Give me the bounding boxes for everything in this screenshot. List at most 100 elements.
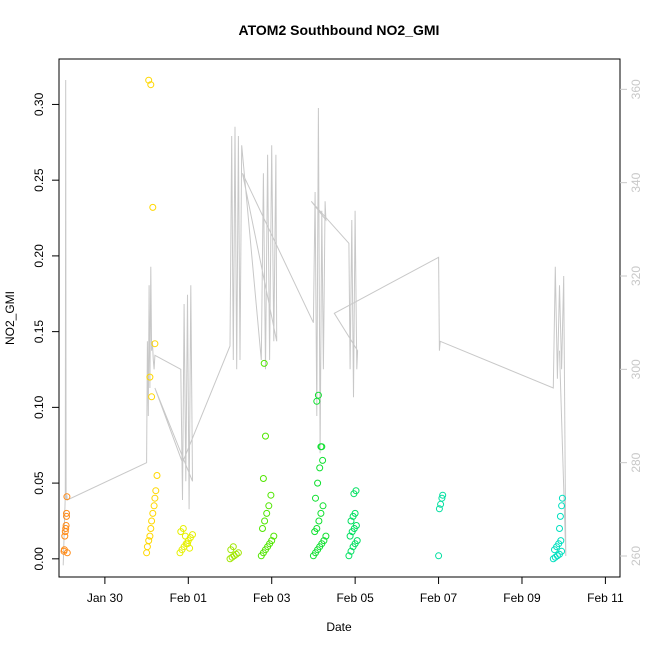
data-point: [265, 502, 273, 510]
data-point: [314, 479, 322, 487]
data-point: [553, 552, 561, 560]
data-point: [352, 522, 360, 529]
secondary-line: [62, 79, 567, 566]
data-point: [61, 532, 69, 540]
data-point: [320, 537, 328, 545]
data-points-group: [60, 76, 566, 563]
data-point: [147, 81, 155, 89]
data-point: [147, 525, 155, 532]
data-point: [232, 550, 240, 558]
plot-frame: [58, 58, 621, 578]
data-point: [313, 525, 321, 532]
x-tick-label: Feb 05: [336, 591, 374, 605]
data-point: [179, 525, 187, 532]
x-axis: Jan 30 Feb 01 Feb 03 Feb 05 Feb 07 Feb 09 Feb …: [87, 577, 624, 605]
data-point: [146, 532, 154, 540]
x-tick-label: Feb 03: [253, 591, 291, 605]
data-point: [263, 509, 271, 517]
y2-tick-label: 280: [629, 452, 643, 472]
data-point: [62, 525, 70, 532]
data-point: [316, 464, 324, 472]
secondary-line-group: [62, 79, 567, 566]
data-point: [143, 549, 151, 557]
y-tick-label: 0.05: [32, 471, 46, 495]
data-point: [181, 532, 189, 540]
y2-tick-label: 260: [629, 546, 643, 566]
data-point: [150, 502, 158, 510]
data-point: [556, 512, 564, 520]
data-point: [262, 432, 269, 440]
y-axis: 0.00 0.05 0.10 0.15 0.20 0.25 0.30: [32, 92, 59, 571]
data-point: [345, 552, 353, 560]
data-point: [145, 537, 153, 545]
data-point: [189, 531, 196, 539]
data-point: [352, 487, 360, 495]
data-point: [435, 505, 443, 513]
data-point: [314, 391, 322, 399]
data-point: [63, 512, 70, 520]
data-point: [351, 509, 359, 517]
data-point: [260, 359, 268, 367]
data-point: [435, 552, 443, 560]
data-point: [315, 517, 323, 525]
y-tick-label: 0.10: [32, 395, 46, 419]
data-point: [148, 517, 156, 525]
data-point: [143, 543, 151, 551]
data-point: [317, 509, 325, 517]
y-axis-label: NO2_GMI: [3, 291, 17, 345]
data-point: [145, 76, 153, 84]
x-tick-label: Feb 01: [170, 591, 208, 605]
data-point: [184, 540, 191, 548]
data-point: [558, 502, 566, 510]
x-axis-label: Date: [326, 620, 352, 634]
data-point: [353, 537, 361, 545]
data-point: [558, 547, 566, 555]
y-tick-label: 0.30: [32, 92, 46, 116]
data-point: [186, 544, 194, 552]
data-point: [146, 373, 154, 381]
data-point: [148, 393, 156, 401]
chart-title: ATOM2 Southbound NO2_GMI: [239, 22, 440, 38]
y2-tick-label: 340: [629, 172, 643, 192]
data-point: [557, 537, 565, 545]
data-point: [261, 517, 269, 525]
y-tick-label: 0.15: [32, 320, 46, 344]
data-point: [63, 549, 71, 557]
data-point: [319, 456, 327, 464]
data-point: [558, 494, 566, 502]
data-point: [151, 340, 159, 348]
y2-axis: 260 280 300 320 340 360: [620, 79, 643, 566]
data-point: [149, 203, 157, 211]
data-point: [63, 493, 71, 501]
y2-tick-label: 360: [629, 79, 643, 99]
data-point: [270, 532, 278, 540]
data-point: [439, 491, 447, 499]
data-point: [152, 487, 160, 495]
x-tick-label: Feb 11: [587, 591, 624, 605]
data-point: [62, 522, 70, 529]
data-point: [259, 475, 267, 482]
x-tick-label: Feb 07: [420, 591, 458, 605]
data-point: [319, 502, 327, 510]
data-point: [322, 532, 330, 540]
data-point: [151, 494, 159, 502]
y-tick-label: 0.20: [32, 244, 46, 268]
data-point: [153, 472, 161, 479]
data-point: [556, 525, 563, 532]
data-point: [438, 494, 446, 502]
x-tick-label: Feb 09: [503, 591, 541, 605]
x-tick-label: Jan 30: [87, 591, 123, 605]
data-point: [268, 537, 276, 545]
y2-tick-label: 300: [629, 359, 643, 379]
y-tick-label: 0.25: [32, 168, 46, 192]
y-tick-label: 0.00: [32, 547, 46, 571]
data-point: [229, 543, 237, 551]
data-point: [267, 491, 275, 499]
data-point: [259, 525, 266, 532]
data-point: [317, 443, 325, 451]
data-point: [346, 532, 354, 540]
data-point: [149, 509, 157, 517]
data-point: [63, 509, 70, 517]
y2-tick-label: 320: [629, 266, 643, 286]
